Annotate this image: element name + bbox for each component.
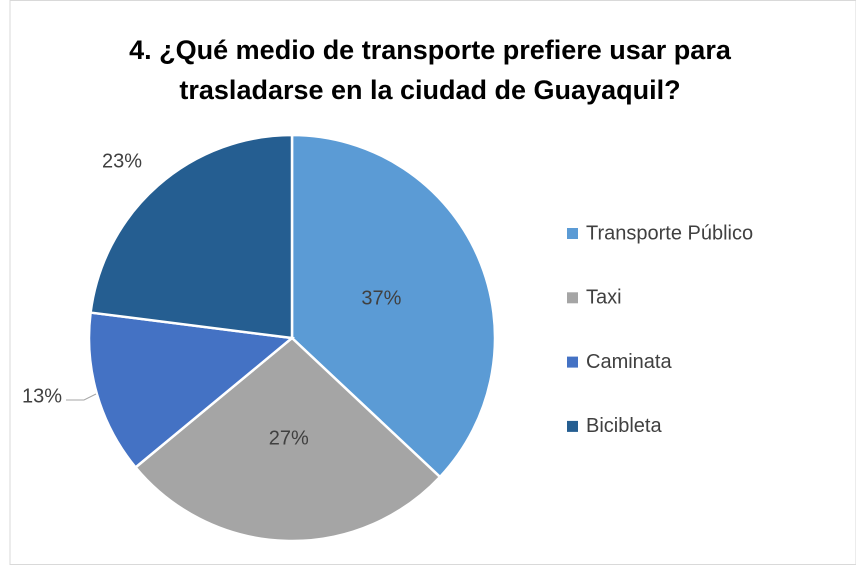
legend-swatch xyxy=(567,292,578,304)
legend-label: Bicibleta xyxy=(586,415,662,437)
data-label: 37% xyxy=(361,288,401,310)
legend-swatch xyxy=(567,420,578,432)
pie-slice xyxy=(87,311,296,470)
data-label: 23% xyxy=(102,150,142,172)
pie-slice xyxy=(290,133,497,479)
data-label: 27% xyxy=(269,428,309,450)
legend-swatch xyxy=(567,228,578,239)
chart-title: 4. ¿Qué medio de transporte prefiere usa… xyxy=(129,35,731,105)
pie-slice xyxy=(89,133,294,340)
pie-slice xyxy=(133,336,442,543)
leader-line xyxy=(66,393,97,401)
legend-label: Transporte Público xyxy=(586,222,753,244)
legend-label: Caminata xyxy=(586,351,672,373)
legend-label: Taxi xyxy=(586,287,622,309)
data-label: 13% xyxy=(22,385,62,407)
legend-swatch xyxy=(567,356,578,368)
